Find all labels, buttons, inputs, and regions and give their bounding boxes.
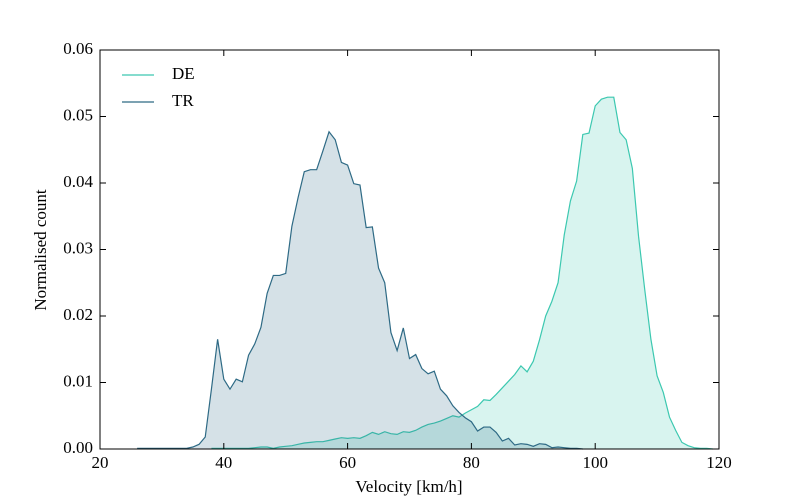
x-tick-label: 40 [215, 453, 232, 472]
y-tick-label: 0.00 [63, 438, 93, 457]
y-tick-label: 0.06 [63, 39, 93, 58]
y-axis-label: Normalised count [31, 189, 50, 311]
y-tick-label: 0.01 [63, 371, 93, 390]
area-fill [211, 97, 713, 450]
y-tick-label: 0.05 [63, 105, 93, 124]
x-tick-label: 120 [706, 453, 732, 472]
legend-label: TR [172, 91, 194, 110]
x-tick-label: 20 [92, 453, 109, 472]
series-line [137, 130, 583, 450]
area-fill [137, 131, 583, 450]
x-tick-label: 100 [582, 453, 608, 472]
y-tick-label: 0.03 [63, 238, 93, 257]
x-tick-label: 80 [463, 453, 480, 472]
legend-label: DE [172, 64, 195, 83]
x-axis-label: Velocity [km/h] [355, 477, 462, 496]
y-tick-label: 0.04 [63, 172, 93, 191]
y-tick-label: 0.02 [63, 305, 93, 324]
x-tick-label: 60 [339, 453, 356, 472]
